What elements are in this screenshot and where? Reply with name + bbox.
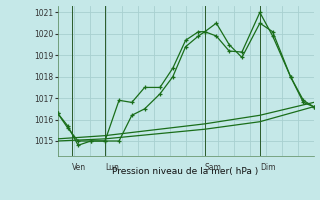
X-axis label: Pression niveau de la mer( hPa ): Pression niveau de la mer( hPa ) bbox=[112, 167, 259, 176]
Text: Ven: Ven bbox=[72, 164, 86, 172]
Text: Dim: Dim bbox=[260, 164, 275, 172]
Text: Lun: Lun bbox=[105, 164, 119, 172]
Text: Sam: Sam bbox=[205, 164, 222, 172]
